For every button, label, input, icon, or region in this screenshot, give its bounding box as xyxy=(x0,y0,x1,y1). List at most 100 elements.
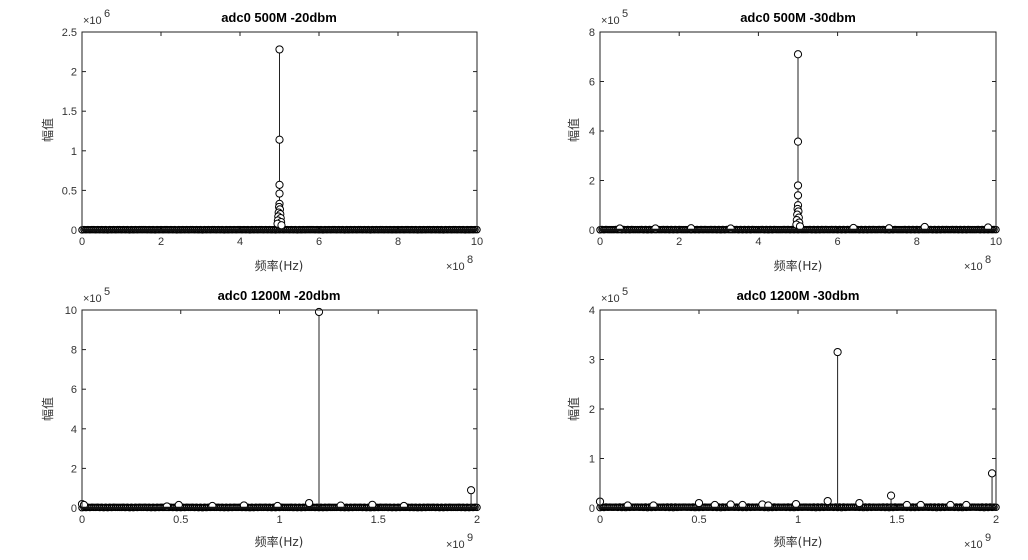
stem-marker xyxy=(305,498,314,508)
chart-panel-1200m-30dbm: adc0 1200M -30dbm 频率(Hz) 幅值 ×10 5 ×10 9 … xyxy=(566,286,1000,551)
x-tick-label: 2 xyxy=(158,236,164,248)
stem-point xyxy=(314,307,324,508)
stem-marker xyxy=(275,45,284,54)
stem-marker xyxy=(275,135,284,144)
y-multiplier-exponent: 5 xyxy=(622,286,628,298)
stem-point xyxy=(466,486,476,508)
x-axis-label: 频率(Hz) xyxy=(255,258,304,273)
stem-marker xyxy=(314,307,324,317)
y-multiplier-exponent: 6 xyxy=(104,8,110,20)
x-tick-label: 6 xyxy=(835,236,841,248)
y-tick-label: 2 xyxy=(589,176,595,188)
y-tick-label: 0 xyxy=(589,503,595,515)
chart-title: adc0 1200M -20dbm xyxy=(218,288,341,303)
y-tick-label: 1 xyxy=(589,454,595,466)
axes-frame xyxy=(599,309,997,509)
y-multiplier: ×10 5 xyxy=(83,286,110,305)
y-tick-label: 4 xyxy=(589,305,595,317)
x-multiplier: ×10 9 xyxy=(446,532,473,551)
x-tick-label: 8 xyxy=(914,236,920,248)
x-tick-label: 0 xyxy=(79,236,85,248)
x-tick-label: 8 xyxy=(395,236,401,248)
y-tick-label: 0 xyxy=(589,225,595,237)
chart-panel-500m-30dbm: adc0 500M -30dbm 频率(Hz) 幅值 ×10 5 ×10 8 0… xyxy=(566,8,1002,273)
x-tick-label: 0 xyxy=(79,514,85,526)
x-tick-label: 1.5 xyxy=(371,514,386,526)
y-axis-label: 幅值 xyxy=(566,397,581,421)
chart-panel-1200m-20dbm: adc0 1200M -20dbm 频率(Hz) 幅值 ×10 5 ×10 9 … xyxy=(40,286,481,551)
y-tick-label: 6 xyxy=(71,384,77,396)
stem-marker xyxy=(275,180,284,189)
x-tick-label: 2 xyxy=(676,236,682,248)
x-tick-label: 1.5 xyxy=(889,514,904,526)
y-tick-label: 3 xyxy=(589,355,595,367)
x-tick-label: 2 xyxy=(474,514,480,526)
stem-marker xyxy=(793,181,803,190)
axes-frame xyxy=(81,31,478,231)
x-tick-label: 1 xyxy=(276,514,282,526)
stem-marker xyxy=(793,191,803,200)
chart-title: adc0 500M -30dbm xyxy=(740,10,856,25)
x-multiplier: ×10 8 xyxy=(964,254,991,273)
y-tick-label: 0 xyxy=(71,225,77,237)
x-multiplier-base: ×10 xyxy=(446,261,465,273)
y-tick-label: 0 xyxy=(71,503,77,515)
x-multiplier-base: ×10 xyxy=(964,261,983,273)
y-axis-label: 幅值 xyxy=(40,118,55,142)
stem-marker xyxy=(886,491,896,500)
y-multiplier-base: ×10 xyxy=(601,293,620,305)
x-tick-label: 4 xyxy=(755,236,761,248)
stem-marker xyxy=(833,347,842,357)
y-tick-label: 4 xyxy=(589,126,595,138)
x-tick-label: 0.5 xyxy=(691,514,706,526)
x-multiplier-exponent: 8 xyxy=(467,254,473,266)
plot-area xyxy=(77,307,481,512)
x-axis-label: 频率(Hz) xyxy=(774,258,823,273)
y-tick-label: 2 xyxy=(71,463,77,475)
y-multiplier-base: ×10 xyxy=(83,15,102,27)
chart-panel-500m-20dbm: adc0 500M -20dbm 频率(Hz) 幅值 ×10 6 ×10 8 0… xyxy=(40,8,483,273)
y-axis-label: 幅值 xyxy=(40,397,55,421)
plot-area xyxy=(595,309,1000,512)
stem-marker xyxy=(277,221,286,230)
y-tick-label: 8 xyxy=(589,27,595,39)
x-multiplier-exponent: 8 xyxy=(985,254,991,266)
x-tick-label: 10 xyxy=(471,236,483,248)
y-axis-label: 幅值 xyxy=(566,118,581,142)
axes-frame xyxy=(81,309,478,509)
x-tick-label: 0 xyxy=(597,514,603,526)
stem-marker xyxy=(987,469,997,478)
y-tick-label: 1.5 xyxy=(62,106,77,118)
y-multiplier-exponent: 5 xyxy=(104,286,110,298)
x-multiplier-exponent: 9 xyxy=(985,532,991,544)
stem-marker xyxy=(823,496,832,506)
x-axis-label: 频率(Hz) xyxy=(774,534,823,549)
y-multiplier-exponent: 5 xyxy=(622,8,628,20)
plot-area xyxy=(78,31,481,234)
plot-area xyxy=(596,31,1000,234)
stem-marker xyxy=(275,189,284,198)
x-tick-label: 0.5 xyxy=(173,514,188,526)
y-tick-label: 8 xyxy=(71,345,77,357)
y-tick-label: 2.5 xyxy=(62,27,77,39)
chart-title: adc0 500M -20dbm xyxy=(221,10,337,25)
y-tick-label: 10 xyxy=(65,305,77,317)
x-tick-label: 0 xyxy=(597,236,603,248)
y-multiplier: ×10 6 xyxy=(83,8,110,27)
x-tick-label: 1 xyxy=(795,514,801,526)
x-tick-label: 10 xyxy=(990,236,1002,248)
stem-marker xyxy=(855,498,864,508)
stem-marker xyxy=(793,50,803,59)
stem-point xyxy=(823,496,832,508)
stem-point xyxy=(833,347,842,508)
x-multiplier-base: ×10 xyxy=(964,539,983,551)
y-tick-label: 0.5 xyxy=(62,185,77,197)
x-multiplier-base: ×10 xyxy=(446,539,465,551)
y-multiplier-base: ×10 xyxy=(601,15,620,27)
y-multiplier-base: ×10 xyxy=(83,293,102,305)
y-tick-label: 1 xyxy=(71,146,77,158)
x-tick-label: 6 xyxy=(316,236,322,248)
y-tick-label: 4 xyxy=(71,424,77,436)
stem-point xyxy=(795,222,805,231)
